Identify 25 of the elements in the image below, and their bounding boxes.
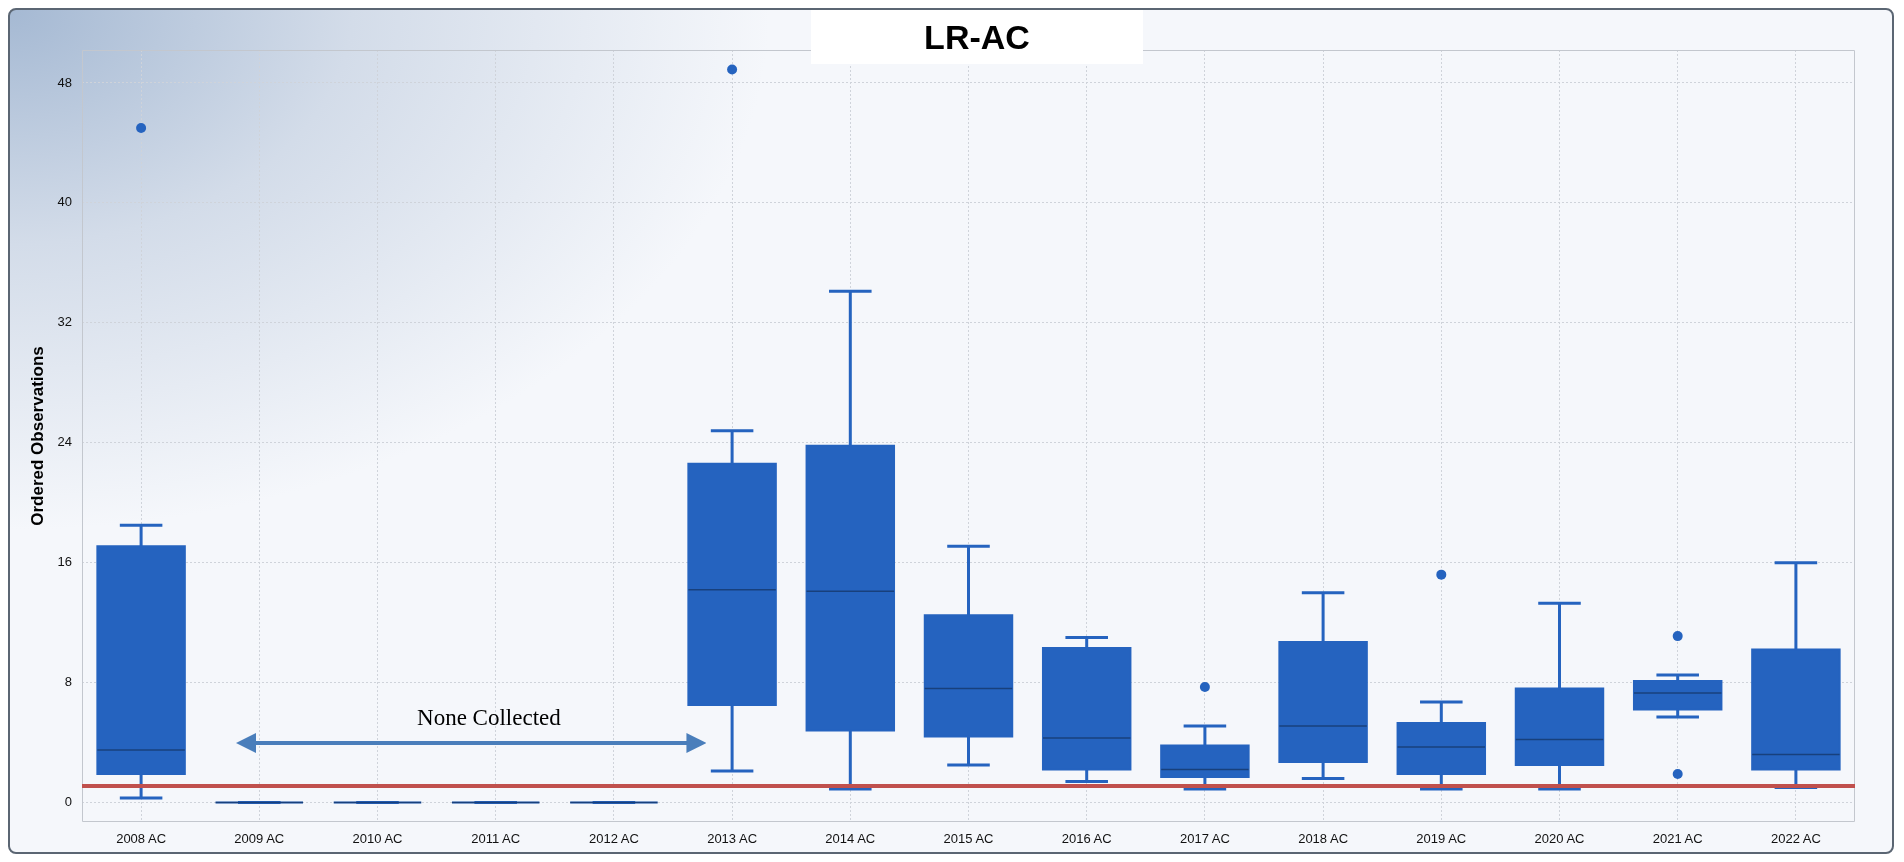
- x-tick-label: 2010 AC: [352, 831, 403, 847]
- x-tick-label: 2020 AC: [1534, 831, 1585, 847]
- x-tick-label: 2011 AC: [471, 831, 521, 847]
- x-tick-label: 2017 AC: [1179, 831, 1230, 847]
- x-tick-label: 2022 AC: [1770, 831, 1821, 847]
- x-tick-label: 2008 AC: [116, 831, 167, 847]
- x-tick-label: 2019 AC: [1416, 831, 1467, 847]
- x-tick-label: 2013 AC: [707, 831, 758, 847]
- chart-title: LR-AC: [924, 18, 1030, 56]
- y-tick-label: 8: [64, 674, 72, 690]
- y-axis-title: Ordered Observations: [27, 346, 47, 526]
- y-tick-label: 32: [57, 314, 72, 330]
- annotation: None Collected: [417, 705, 562, 730]
- x-tick-label: 2018 AC: [1298, 831, 1349, 847]
- x-tick-label: 2015 AC: [943, 831, 994, 847]
- x-tick-label: 2021 AC: [1652, 831, 1703, 847]
- y-tick-label: 48: [57, 74, 72, 90]
- x-tick-label: 2014 AC: [825, 831, 876, 847]
- y-tick-label: 16: [57, 554, 72, 570]
- x-tick-label: 2012 AC: [588, 831, 639, 847]
- y-tick-label: 40: [57, 194, 72, 210]
- y-tick-label: 24: [57, 434, 72, 450]
- y-tick-label: 0: [64, 794, 72, 810]
- x-tick-label: 2016 AC: [1061, 831, 1112, 847]
- x-tick-label: 2009 AC: [234, 831, 285, 847]
